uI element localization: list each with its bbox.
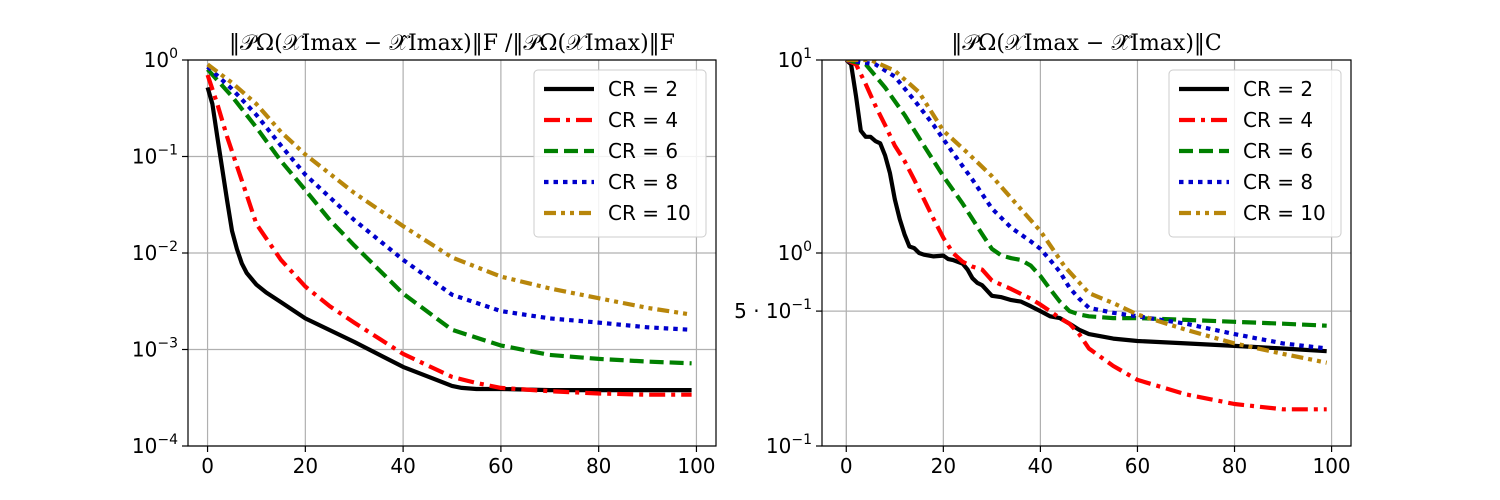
x-tick-label: 60 [1125, 454, 1150, 478]
x-tick-label: 40 [1028, 454, 1053, 478]
y-tick-label: 10−4 [132, 432, 178, 458]
y-tick-label: 100 [144, 46, 178, 72]
y-tick-label: 5 · 10−1 [734, 297, 812, 323]
series-line-2 [205, 74, 692, 397]
x-tick-label: 0 [201, 454, 214, 478]
series-line-1 [205, 86, 692, 393]
legend-label-3: CR = 6 [608, 139, 678, 163]
x-tick-label: 100 [677, 454, 715, 478]
x-tick-label: 20 [293, 454, 318, 478]
legend-box [1168, 69, 1342, 238]
legend-label-5: CR = 10 [608, 201, 691, 225]
x-tick-label: 60 [488, 454, 513, 478]
legend-label-2: CR = 4 [1243, 108, 1313, 132]
y-tick-label: 10−1 [766, 432, 812, 458]
series-line-4 [206, 65, 692, 332]
x-tick-label: 20 [931, 454, 956, 478]
chart-2: 0 20 40 60 80 100 101 100 5 · 10−1 10−1 ‖𝒫Ω(𝒳Imax … [734, 31, 1352, 478]
chart-title: ‖𝒫Ω(𝒳Imax − 𝒳̂Imax)‖C [951, 31, 1222, 56]
x-tick-label: 100 [1312, 454, 1350, 478]
y-tick-label: 100 [778, 239, 812, 265]
series-line-5 [206, 62, 692, 317]
y-tick-label: 10−3 [132, 336, 178, 362]
legend-label-5: CR = 10 [1243, 201, 1326, 225]
chart-title: ‖𝒫Ω(𝒳Imax − 𝒳̂Imax)‖F /‖𝒫Ω(𝒳Imax)‖F [229, 31, 675, 56]
legend-label-2: CR = 4 [608, 108, 678, 132]
legend-label-1: CR = 2 [608, 77, 678, 101]
legend-label-1: CR = 2 [1243, 77, 1313, 101]
y-tick-label: 10−1 [132, 143, 178, 169]
series-line-3 [845, 60, 1327, 328]
legend-label-4: CR = 8 [1243, 170, 1313, 194]
legend: CR = 2 CR = 4 CR = 6 CR = 8 CR = 10 [1168, 69, 1342, 238]
series-line-3 [206, 67, 692, 366]
series-line-2 [845, 60, 1327, 412]
series-line-5 [846, 60, 1328, 365]
series-group [844, 60, 1328, 412]
y-tick-label: 101 [778, 46, 812, 72]
legend-label-4: CR = 8 [608, 170, 678, 194]
legend-label-3: CR = 6 [1243, 139, 1313, 163]
x-tick-label: 0 [840, 454, 853, 478]
y-tick-label: 10−2 [132, 239, 178, 265]
x-tick-label: 40 [390, 454, 415, 478]
chart-1: 0 20 40 60 80 100 100 10−1 10−2 10−3 10−4 ‖𝒫Ω(𝒳Imax… [132, 31, 717, 478]
legend: CR = 2 CR = 4 CR = 6 CR = 8 CR = 10 [533, 69, 707, 238]
x-tick-label: 80 [1222, 454, 1247, 478]
legend-box [533, 69, 707, 238]
series-group [205, 62, 692, 397]
x-tick-label: 80 [586, 454, 611, 478]
